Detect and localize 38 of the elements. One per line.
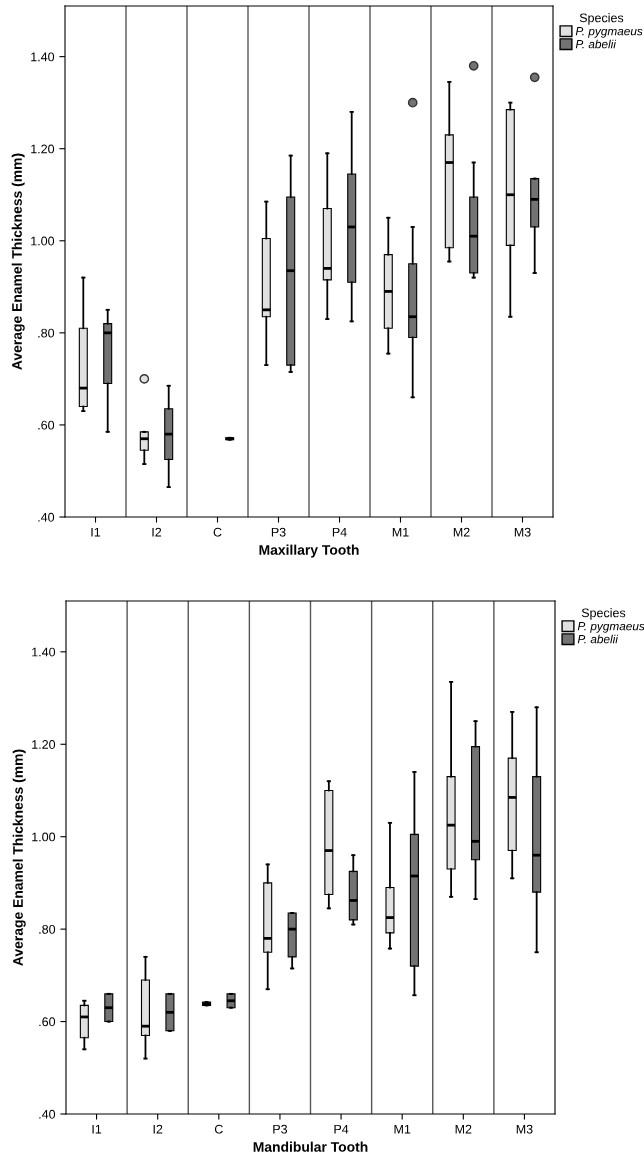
x-tick-label: I2	[152, 527, 162, 537]
y-tick-label: 1.20	[31, 144, 55, 154]
y-tick-label: 1.00	[32, 832, 56, 842]
y-axis-title: Average Enamel Thickness (mm)	[12, 749, 26, 966]
y-tick-label: 1.40	[31, 52, 55, 62]
x-tick-label: M2	[455, 1124, 472, 1134]
x-tick-label: I1	[92, 1124, 102, 1134]
x-tick-label: P4	[332, 527, 347, 537]
x-tick-label: C	[213, 527, 222, 537]
y-tick-label: .40	[39, 1109, 56, 1119]
y-tick-label: .40	[38, 512, 55, 522]
x-tick-label: M3	[516, 1124, 533, 1134]
y-tick-label: .60	[39, 1017, 56, 1027]
y-axis-title: Average Enamel Thickness (mm)	[11, 153, 25, 370]
y-tick-label: .80	[38, 328, 55, 338]
x-axis-title: Mandibular Tooth	[253, 1141, 368, 1152]
x-tick-label: M3	[514, 527, 531, 537]
y-tick-label: .60	[38, 420, 55, 430]
y-tick-label: 1.20	[32, 740, 56, 749]
x-tick-label: M1	[394, 1124, 411, 1134]
x-tick-label: P4	[334, 1124, 349, 1134]
legend-title: Species	[581, 608, 626, 620]
x-tick-label: M1	[392, 527, 409, 537]
x-tick-label: I1	[91, 527, 101, 537]
legend-label: P. pygmaeus	[577, 622, 644, 633]
legend-label: P. pygmaeus	[575, 27, 643, 38]
y-tick-label: 1.00	[31, 236, 55, 246]
y-tick-label: .80	[39, 924, 56, 934]
x-tick-label: C	[214, 1124, 223, 1134]
x-axis-title: Maxillary Tooth	[259, 544, 359, 558]
legend-title: Species	[579, 13, 624, 25]
x-tick-label: P3	[273, 1124, 288, 1134]
y-tick-label: 1.40	[32, 647, 56, 657]
legend-label: P. abelii	[575, 39, 617, 49]
x-tick-label: I2	[153, 1124, 163, 1134]
x-tick-label: P3	[271, 527, 286, 537]
legend-label: P. abelii	[577, 634, 619, 644]
x-tick-label: M2	[453, 527, 470, 537]
